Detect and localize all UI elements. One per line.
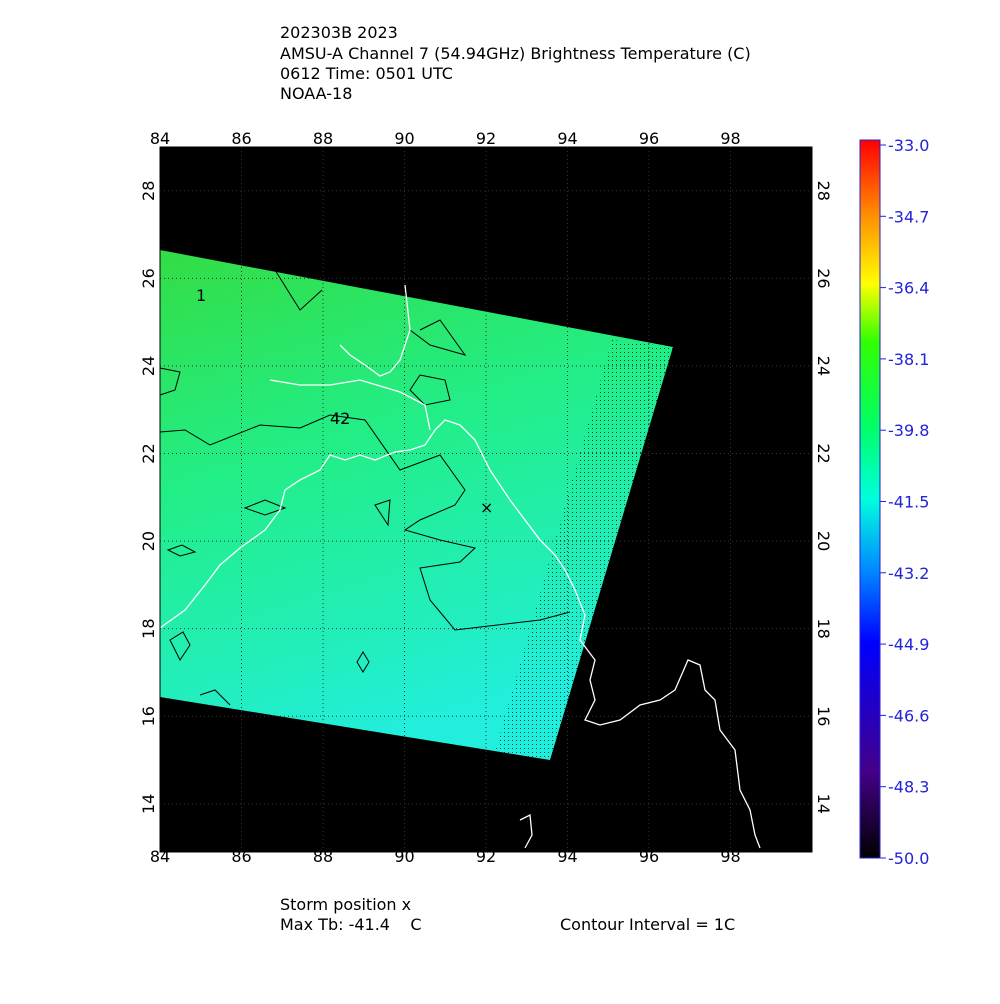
swath-edge (495, 340, 673, 760)
contour (274, 269, 323, 311)
lon-tick-label: 90 (394, 847, 414, 866)
colorbar-label: -48.3 (888, 778, 929, 797)
lat-tick-label: 24 (814, 356, 833, 376)
storm-position: Storm position x (280, 895, 411, 914)
max-tb: Max Tb: -41.4 C (280, 915, 421, 934)
coastline (159, 419, 761, 849)
header-line: NOAA-18 (280, 84, 352, 103)
lat-tick-label: 18 (139, 618, 158, 638)
map-frame (159, 146, 813, 853)
header-line: 202303B 2023 (280, 23, 398, 42)
colorbar-label: -41.5 (888, 493, 929, 512)
lat-tick-label: 14 (139, 794, 158, 814)
lon-tick-label: 92 (476, 847, 496, 866)
lat-tick-label: 26 (139, 268, 158, 288)
lon-tick-label: 86 (231, 847, 251, 866)
lon-tick-label: 88 (313, 129, 333, 148)
contour (243, 499, 287, 516)
colorbar-scale (859, 139, 881, 859)
contour (409, 374, 451, 406)
lat-tick-label: 26 (814, 268, 833, 288)
lat-tick-label: 20 (814, 531, 833, 551)
colorbar-label: -50.0 (888, 849, 929, 868)
colorbar-label: -36.4 (888, 279, 929, 298)
coastline (159, 284, 761, 849)
lat-tick-label: 28 (814, 181, 833, 201)
contour-interval: Contour Interval = 1C (560, 915, 735, 934)
header: 202303B 2023 AMSU-A Channel 7 (54.94GHz)… (280, 23, 751, 103)
lon-tick-label: 94 (557, 129, 577, 148)
contour (166, 544, 197, 557)
colorbar-label: -46.6 (888, 706, 929, 725)
contour (169, 631, 191, 661)
lat-tick-label: 28 (139, 181, 158, 201)
header-line: 0612 Time: 0501 UTC (280, 64, 453, 83)
lat-tick-label: 16 (139, 706, 158, 726)
lon-tick-label: 96 (639, 847, 659, 866)
lon-tick-label: 94 (557, 847, 577, 866)
footer: Storm position x Max Tb: -41.4 C Contour… (280, 895, 735, 934)
lon-tick-label: 98 (720, 847, 740, 866)
header-line: AMSU-A Channel 7 (54.94GHz) Brightness T… (280, 44, 751, 63)
colorbar-label: -33.0 (888, 136, 929, 155)
contour (199, 689, 231, 706)
lat-tick-label: 18 (814, 618, 833, 638)
lon-tick-label: 84 (150, 129, 170, 148)
contour-labels: 1 42 (196, 286, 350, 428)
contour (159, 414, 571, 631)
storm-marker: × (480, 498, 493, 517)
lat-tick-label: 16 (814, 706, 833, 726)
contour-label: 42 (330, 409, 350, 428)
contour-label: 1 (196, 286, 206, 305)
lat-tick-label: 24 (139, 356, 158, 376)
contour (374, 499, 391, 527)
lon-tick-label: 88 (313, 847, 333, 866)
colorbar-label: -43.2 (888, 564, 929, 583)
colorbar-label: -38.1 (888, 350, 929, 369)
lon-tick-label: 84 (150, 847, 170, 866)
lon-tick-label: 86 (231, 129, 251, 148)
contours (159, 269, 571, 706)
colorbar-label: -44.9 (888, 635, 929, 654)
contour (409, 319, 467, 356)
lon-tick-label: 96 (639, 129, 659, 148)
contour (159, 367, 181, 396)
contour (356, 651, 370, 673)
map: 1 42 × (159, 146, 813, 853)
island (519, 813, 533, 849)
lat-tick-label: 22 (139, 443, 158, 463)
river (269, 379, 431, 431)
river (339, 284, 411, 377)
lon-tick-label: 98 (720, 129, 740, 148)
colorbar-label: -39.8 (888, 421, 929, 440)
colorbar: -33.0 -34.7 -36.4 -38.1 -39.8 -41.5 -43.2 -44.9… (859, 136, 929, 868)
colorbar-label: -34.7 (888, 207, 929, 226)
lat-tick-label: 20 (139, 531, 158, 551)
lon-tick-label: 92 (476, 129, 496, 148)
lon-tick-label: 90 (394, 129, 414, 148)
lat-tick-label: 22 (814, 443, 833, 463)
lat-tick-label: 14 (814, 794, 833, 814)
